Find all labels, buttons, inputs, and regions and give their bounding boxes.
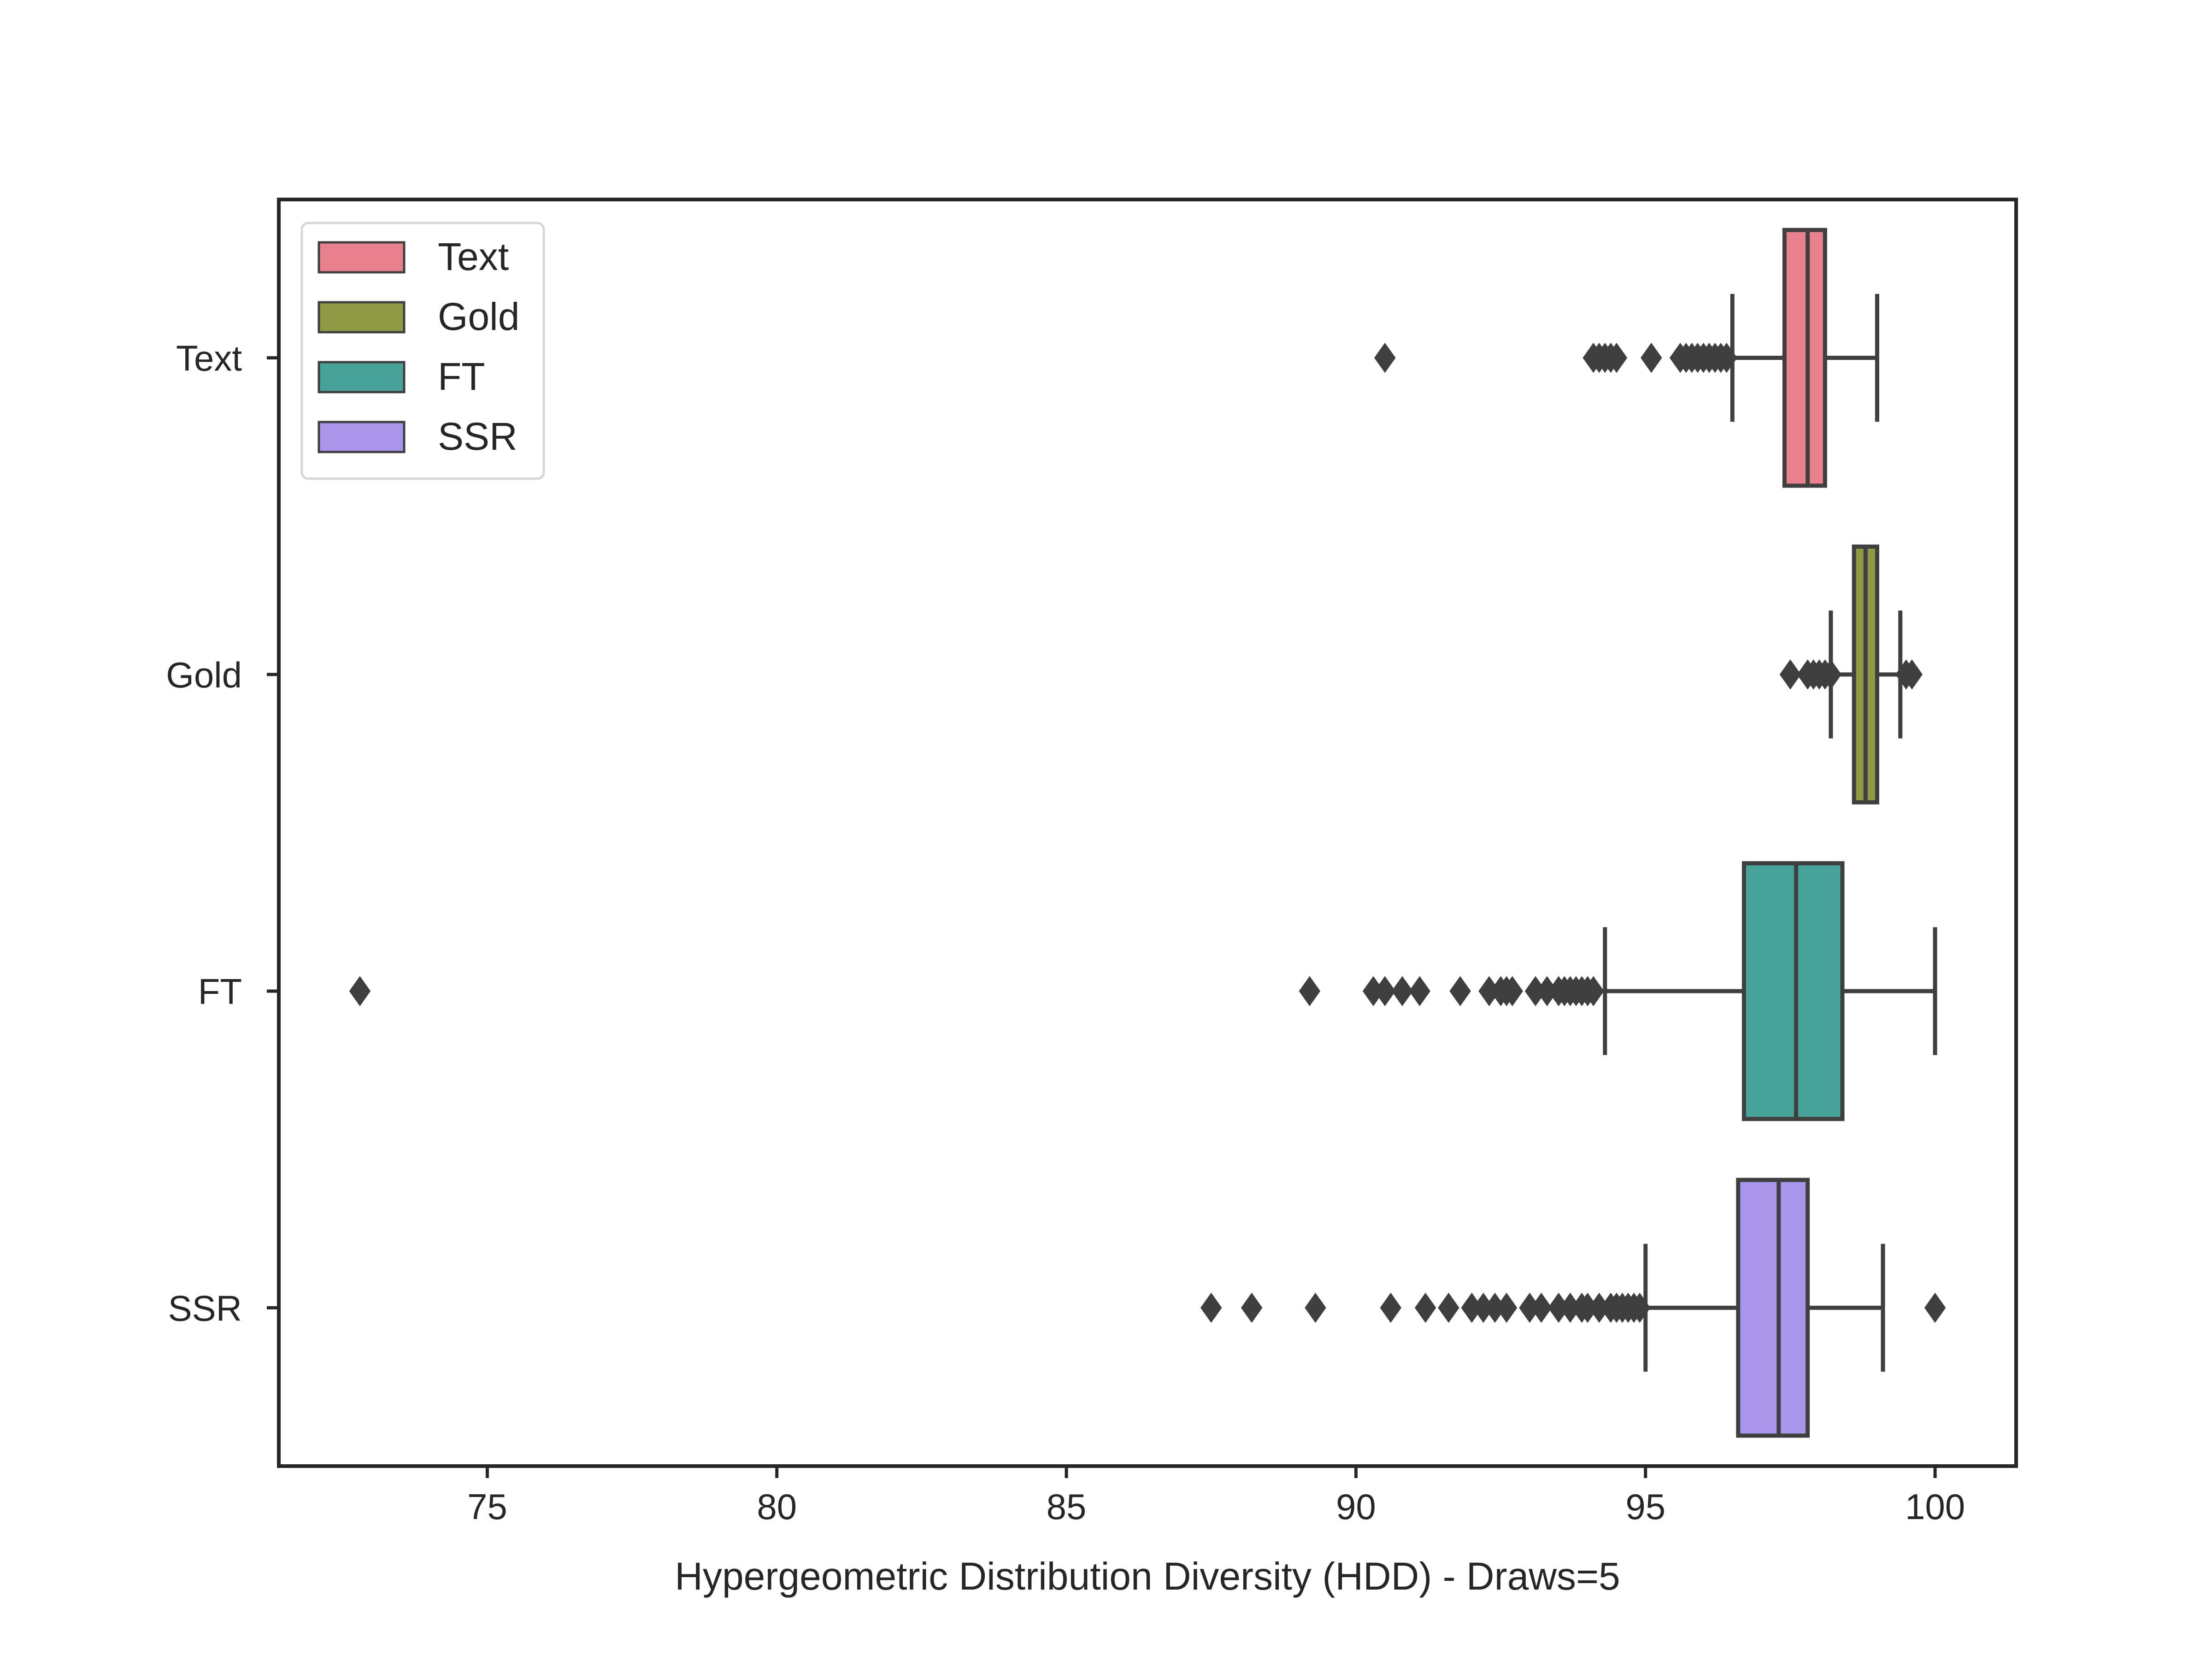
legend-frame [300,222,545,480]
legend-swatch-gold [318,301,406,334]
outlier-gold-7 [1901,659,1923,690]
outlier-ssr-11 [1530,1292,1552,1323]
legend-swatch-text [318,241,406,274]
outlier-ft-10 [1501,976,1523,1006]
outlier-ssr-5 [1438,1292,1459,1323]
outlier-ft-4 [1391,976,1413,1006]
box-ssr [1736,1178,1810,1438]
legend-swatch-ssr [318,421,406,453]
legend-label-text: Text [438,235,509,278]
x-tick-label-85: 85 [1047,1486,1087,1527]
outlier-ssr-23 [1924,1292,1946,1323]
legend: Text Gold FT SSR [300,222,545,480]
boxplot-text [1374,228,1879,488]
legend-label-gold: Gold [438,295,519,338]
boxes-layer [349,228,1946,1438]
x-tick-label-90: 90 [1336,1486,1376,1527]
boxplot-ft [349,861,1937,1121]
outlier-ft-6 [1449,976,1471,1006]
x-tick-label-80: 80 [757,1486,797,1527]
outlier-ft-5 [1409,976,1430,1006]
outlier-text-6 [1641,342,1662,373]
outlier-text-0 [1374,342,1396,373]
boxplot-gold [1779,544,1923,804]
outlier-ssr-22 [1629,1292,1651,1323]
outlier-ft-1 [1299,976,1321,1006]
outlier-ssr-9 [1495,1292,1518,1323]
box-text [1782,228,1827,488]
legend-label-ssr: SSR [438,415,518,458]
outlier-ssr-4 [1414,1292,1436,1323]
y-tick-label-gold: Gold [166,655,242,695]
y-tick-label-text: Text [176,338,242,379]
x-tick-label-75: 75 [467,1486,507,1527]
x-tick-label-95: 95 [1625,1486,1665,1527]
outlier-ssr-0 [1200,1292,1222,1323]
x-axis-label: Hypergeometric Distribution Diversity (H… [675,1555,1620,1598]
outlier-ssr-3 [1380,1292,1402,1323]
axes-layer: 75 80 85 90 95 100 Text Gold FT SSR [166,198,2018,1527]
legend-swatch-ft [318,361,406,393]
boxplot-ssr [1200,1178,1946,1438]
y-tick-label-ft: FT [198,971,242,1012]
outlier-gold-0 [1779,659,1801,690]
outlier-text-15 [1716,342,1737,373]
plot-frame [277,198,2018,1468]
box-ft [1741,861,1845,1121]
outlier-text-5 [1606,342,1628,373]
legend-label-ft: FT [438,355,485,398]
y-tick-label-ssr: SSR [168,1288,242,1328]
outlier-ssr-2 [1305,1292,1326,1323]
outlier-ft-3 [1374,976,1396,1006]
outlier-ft-19 [1583,976,1604,1006]
x-tick-label-100: 100 [1905,1486,1965,1527]
outlier-ft-0 [349,976,371,1006]
outlier-ssr-1 [1241,1292,1263,1323]
outlier-gold-5 [1820,659,1842,690]
